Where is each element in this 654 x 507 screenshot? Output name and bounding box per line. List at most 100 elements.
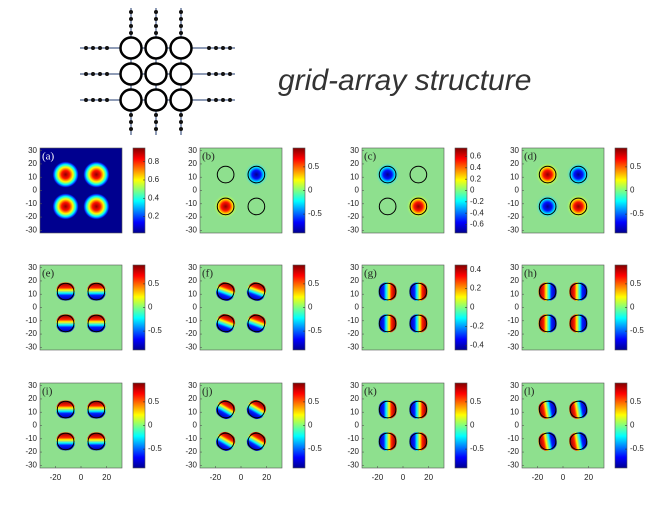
core-outline (56, 400, 75, 419)
x-tick-label: 0 (561, 473, 566, 482)
core-outline (87, 432, 106, 451)
core-outline (409, 400, 428, 419)
colorbar-tick-label: 0.4 (470, 265, 482, 274)
figure-title: grid-array structure (278, 64, 531, 97)
y-tick-label: 0 (355, 303, 360, 312)
panel-label: (k) (364, 386, 377, 398)
ring (119, 36, 143, 60)
core-outline (247, 282, 266, 301)
y-tick-label: 10 (188, 407, 197, 416)
y-tick-label: 0 (515, 186, 520, 195)
y-tick-label: 10 (28, 289, 37, 298)
dot (179, 127, 183, 131)
y-tick-label: 30 (350, 263, 359, 272)
field-lobe (52, 161, 79, 188)
field-panel (362, 265, 444, 350)
colorbar-tick-label: 0.5 (308, 162, 320, 171)
field-lobe (568, 281, 588, 302)
dot (154, 24, 158, 28)
y-tick-label: 0 (193, 303, 198, 312)
dot (179, 113, 183, 117)
y-tick-label: -30 (347, 342, 359, 351)
field-lobe (408, 281, 428, 302)
x-tick-label: -20 (532, 473, 544, 482)
y-tick-label: 0 (33, 186, 38, 195)
panel-label: (d) (524, 151, 537, 163)
dot (84, 98, 88, 102)
core-outline (247, 432, 266, 451)
field-panel (40, 383, 122, 468)
x-tick-label: 0 (239, 473, 244, 482)
y-tick-label: 30 (28, 381, 37, 390)
field-lobe (568, 431, 588, 452)
core-outline (56, 314, 75, 333)
core-outline (87, 314, 106, 333)
y-tick-label: 10 (510, 172, 519, 181)
dot (84, 72, 88, 76)
y-tick-label: -30 (347, 460, 359, 469)
y-tick-label: 20 (510, 276, 519, 285)
y-tick-label: -20 (507, 329, 519, 338)
dot (228, 72, 232, 76)
dot (179, 31, 183, 35)
dot (154, 31, 158, 35)
y-tick-label: -20 (347, 447, 359, 456)
field-lobe (538, 399, 558, 420)
colorbar-tick-label: 0 (630, 186, 635, 195)
dot (129, 127, 133, 131)
field-panel (362, 148, 444, 233)
y-tick-label: 30 (188, 146, 197, 155)
field-lobe (56, 431, 76, 452)
dot (207, 72, 211, 76)
ring (144, 62, 168, 86)
dot (98, 46, 102, 50)
y-tick-label: 10 (510, 407, 519, 416)
core-outline (247, 165, 266, 184)
field-background (40, 148, 122, 233)
colorbar-tick-label: 0 (308, 421, 313, 430)
core-outline (378, 314, 397, 333)
y-tick-label: 30 (350, 381, 359, 390)
field-panel (522, 148, 604, 233)
dot (129, 113, 133, 117)
dot (221, 46, 225, 50)
panel-label: (g) (364, 268, 377, 280)
panel-label: (f) (202, 268, 213, 280)
dot (105, 46, 109, 50)
y-tick-label: -10 (25, 434, 37, 443)
colorbar-tick-label: 0 (308, 186, 313, 195)
y-tick-label: 20 (188, 159, 197, 168)
field-lobe (56, 313, 76, 334)
field-lobe (83, 193, 110, 220)
x-tick-label: 20 (102, 473, 111, 482)
field-lobe (86, 313, 106, 334)
colorbar-tick-label: 0.8 (148, 157, 160, 166)
field-background (200, 383, 282, 468)
field-lobe (86, 431, 106, 452)
field-lobe (86, 399, 106, 420)
core-outline (569, 282, 588, 301)
colorbar-tick-label: 0.4 (148, 193, 160, 202)
dot (214, 72, 218, 76)
colorbar-tick-label: -0.5 (630, 444, 644, 453)
colorbar-tick-label: -0.5 (630, 326, 644, 335)
y-tick-label: 20 (28, 394, 37, 403)
field-background (362, 383, 444, 468)
colorbar-tick-label: 0 (630, 303, 635, 312)
core-outline (569, 314, 588, 333)
field-panel (200, 383, 282, 468)
core-outline (247, 400, 266, 419)
field-background (200, 148, 282, 233)
dot (179, 120, 183, 124)
dot (228, 46, 232, 50)
core-outline (247, 314, 266, 333)
y-tick-label: -30 (185, 225, 197, 234)
field-lobe (568, 313, 588, 334)
field-lobe (378, 313, 398, 334)
core-outline (538, 314, 557, 333)
colorbar-tick-label: 0.5 (308, 279, 320, 288)
y-tick-label: -10 (507, 316, 519, 325)
dot (154, 120, 158, 124)
dot (179, 17, 183, 21)
core-outline (216, 197, 235, 216)
